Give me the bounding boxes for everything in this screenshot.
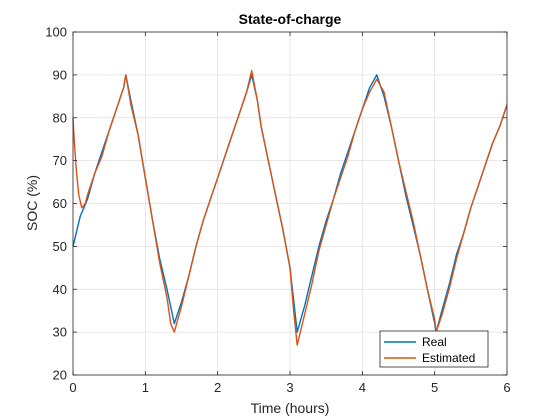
y-tick-label: 40 — [53, 282, 67, 297]
legend-label-estimated: Estimated — [422, 351, 475, 365]
y-tick-label: 100 — [45, 25, 67, 40]
y-tick-label: 80 — [53, 110, 67, 125]
y-tick-label: 30 — [53, 325, 67, 340]
chart-title: State-of-charge — [239, 11, 342, 27]
x-tick-label: 1 — [142, 380, 149, 395]
y-tick-label: 90 — [53, 67, 67, 82]
y-tick-label: 70 — [53, 153, 67, 168]
y-tick-label: 20 — [53, 368, 67, 383]
x-tick-label: 3 — [286, 380, 293, 395]
x-tick-label: 4 — [359, 380, 366, 395]
x-tick-label: 6 — [503, 380, 510, 395]
y-tick-label: 60 — [53, 196, 67, 211]
legend-label-real: Real — [422, 335, 447, 349]
tick-labels: 0 1 2 3 4 5 6 20 30 40 50 60 70 80 90 100 — [45, 25, 510, 396]
legend: Real Estimated — [379, 330, 489, 368]
series-lines — [72, 69, 508, 346]
y-axis-title: SOC (%) — [24, 175, 40, 231]
axis-ticks — [72, 31, 508, 376]
legend-box — [379, 330, 489, 368]
series-line-estimated — [72, 69, 508, 346]
x-tick-label: 0 — [69, 380, 76, 395]
x-tick-label: 2 — [214, 380, 221, 395]
x-tick-label: 5 — [431, 380, 438, 395]
y-tick-label: 50 — [53, 239, 67, 254]
x-axis-title: Time (hours) — [251, 400, 330, 416]
